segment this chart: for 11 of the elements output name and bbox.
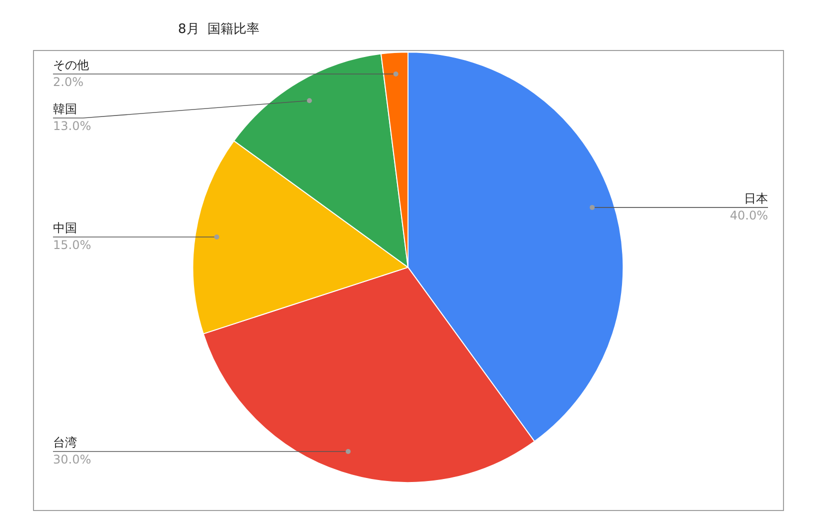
slice-label: その他 <box>53 58 89 72</box>
slice-label: 韓国 <box>53 102 77 116</box>
slice-label: 日本 <box>744 192 768 206</box>
data-label: 30.0% <box>53 452 92 467</box>
data-label: 13.0% <box>53 119 92 134</box>
data-label: 40.0% <box>730 208 768 223</box>
slice-label: 中国 <box>53 221 77 236</box>
chart-title: 8月 国籍比率 <box>178 21 260 38</box>
data-label: 15.0% <box>53 238 92 252</box>
data-label: 2.0% <box>53 75 84 90</box>
slice-label: 台湾 <box>53 436 77 450</box>
